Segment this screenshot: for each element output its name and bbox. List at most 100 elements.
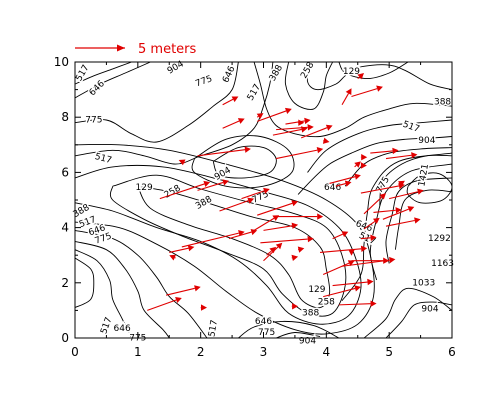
vector-arrow bbox=[354, 164, 357, 168]
contour-line bbox=[74, 61, 239, 143]
contour-line bbox=[74, 257, 95, 309]
vector-arrowhead bbox=[367, 278, 374, 286]
contour-line bbox=[74, 61, 274, 165]
contour-label: 904 bbox=[421, 305, 438, 315]
contour-label: 258 bbox=[299, 60, 316, 80]
y-tick-label: 10 bbox=[54, 55, 69, 69]
contour-line bbox=[74, 229, 208, 339]
vector-arrowhead bbox=[407, 206, 415, 213]
vector-arrow bbox=[222, 98, 234, 106]
vector-arrowhead bbox=[292, 303, 299, 310]
vector-arrowhead bbox=[250, 229, 258, 236]
vector-arrowhead bbox=[398, 180, 405, 187]
vector-arrow bbox=[360, 237, 371, 240]
vector-arrowhead bbox=[291, 200, 299, 207]
vector-arrowhead bbox=[307, 124, 314, 131]
contour-line bbox=[191, 135, 295, 189]
vector-arrow bbox=[300, 127, 328, 139]
vector-arrow bbox=[275, 149, 318, 160]
vector-arrowhead bbox=[291, 222, 299, 229]
vector-arrowhead bbox=[222, 179, 229, 186]
vector-arrowhead bbox=[395, 207, 402, 214]
vector-arrowhead bbox=[203, 180, 211, 187]
contour-line bbox=[74, 61, 132, 85]
vector-arrowhead bbox=[317, 213, 324, 220]
vector-arrowhead bbox=[291, 254, 299, 261]
x-tick-label: 0 bbox=[71, 345, 79, 359]
contour-label: 1163 bbox=[431, 259, 454, 269]
vector-arrowhead bbox=[341, 231, 349, 238]
contour-line bbox=[275, 332, 321, 339]
vector-arrow bbox=[197, 181, 224, 191]
contour-line bbox=[137, 185, 331, 309]
contour-line bbox=[297, 136, 453, 195]
contour-line bbox=[338, 61, 409, 80]
contour-line bbox=[385, 177, 453, 264]
vector-arrowhead bbox=[360, 245, 368, 252]
vector-arrowhead bbox=[348, 249, 355, 256]
vector-arrowhead bbox=[275, 242, 283, 250]
y-tick-label: 4 bbox=[61, 221, 69, 235]
contour-label: 646 bbox=[324, 183, 341, 193]
vector-arrow bbox=[335, 183, 346, 187]
vector-arrow bbox=[219, 200, 249, 212]
y-tick-label: 2 bbox=[61, 276, 69, 290]
vector-arrow bbox=[197, 149, 246, 157]
vector-arrow bbox=[385, 219, 415, 227]
contour-label: 388 bbox=[194, 194, 214, 211]
vector-arrowhead bbox=[304, 117, 311, 125]
vector-arrowhead bbox=[256, 113, 264, 119]
vector-arrow bbox=[320, 248, 362, 253]
contour-label: 646 bbox=[255, 317, 272, 327]
contour-line bbox=[406, 172, 453, 204]
vector-arrow bbox=[341, 93, 349, 106]
vector-arrowhead bbox=[325, 124, 333, 131]
x-tick-label: 1 bbox=[134, 345, 142, 359]
vector-arrowhead bbox=[316, 147, 324, 154]
contour-line bbox=[307, 119, 453, 173]
legend-label: 5 meters bbox=[138, 42, 197, 57]
vector-arrowhead bbox=[269, 246, 277, 254]
vector-arrowhead bbox=[354, 285, 361, 292]
vector-arrowhead bbox=[263, 187, 270, 194]
contour-line bbox=[74, 61, 151, 99]
vector-arrow bbox=[389, 191, 419, 200]
contour-label: 775 bbox=[194, 74, 214, 89]
vector-arrowhead bbox=[357, 73, 364, 80]
y-tick-label: 8 bbox=[61, 110, 69, 124]
vector-arrow bbox=[385, 154, 412, 160]
vector-arrow bbox=[257, 110, 287, 122]
vector-arrowhead bbox=[322, 137, 330, 144]
vector-arrowhead bbox=[187, 245, 195, 252]
x-tick-label: 4 bbox=[323, 345, 331, 359]
contour-label: 1421 bbox=[417, 163, 431, 187]
contour-line bbox=[74, 249, 133, 339]
vector-arrow bbox=[228, 231, 252, 240]
vector-arrowhead bbox=[417, 188, 424, 195]
vector-legend: 5 meters bbox=[75, 42, 197, 57]
vector-arrowhead bbox=[392, 147, 399, 155]
vector-arrowhead bbox=[411, 152, 418, 159]
vector-arrow bbox=[398, 183, 401, 186]
vector-arrows bbox=[147, 73, 424, 311]
vector-arrowhead bbox=[379, 193, 386, 200]
contour-line bbox=[74, 143, 375, 335]
contour-line bbox=[109, 174, 347, 317]
contour-label: 129 bbox=[343, 67, 360, 77]
contour-label: 517 bbox=[357, 231, 377, 247]
vector-arrow bbox=[159, 183, 205, 200]
contour-label: 646 bbox=[114, 324, 131, 334]
contour-label: 904 bbox=[418, 136, 435, 146]
vector-arrow bbox=[256, 115, 259, 118]
y-tick-label: 0 bbox=[61, 331, 69, 345]
vector-arrow bbox=[363, 196, 383, 215]
vector-arrow bbox=[263, 225, 293, 231]
vector-arrowhead bbox=[370, 300, 377, 307]
vector-arrow bbox=[322, 262, 350, 276]
x-tick-label: 5 bbox=[385, 345, 393, 359]
legend-arrow-head bbox=[117, 44, 125, 52]
contour-label: 775 bbox=[258, 328, 275, 338]
contour-label: 775 bbox=[375, 175, 392, 195]
